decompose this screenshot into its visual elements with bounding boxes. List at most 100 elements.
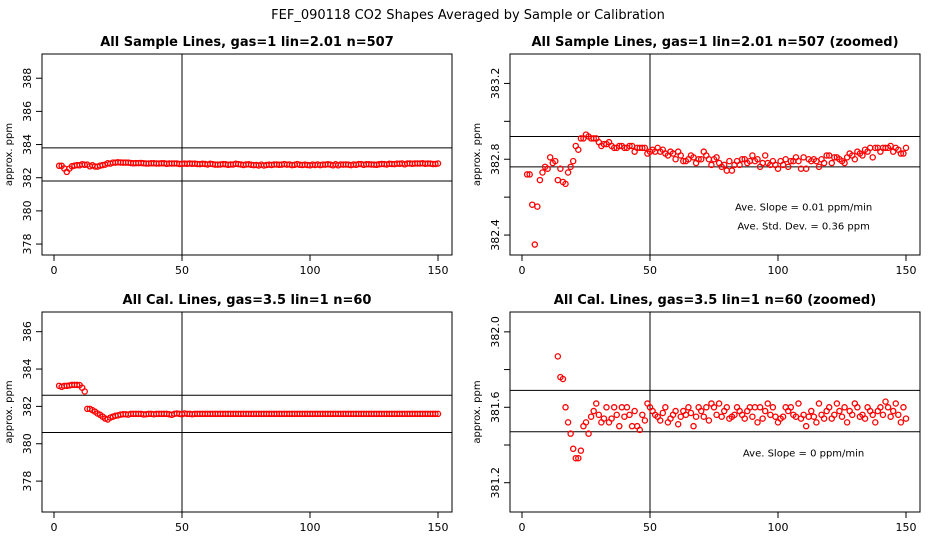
x-tick-label: 150 — [428, 521, 449, 534]
data-point — [528, 201, 536, 208]
data-point — [815, 163, 823, 171]
data-point — [723, 167, 731, 174]
data-point — [713, 154, 720, 161]
data-point — [738, 155, 746, 163]
panel-1: All Sample Lines, gas=1 lin=2.01 n=507 ap… — [4, 35, 453, 277]
data-point — [779, 413, 787, 420]
data-point — [695, 155, 702, 163]
data-point — [582, 419, 590, 426]
data-point — [546, 154, 554, 161]
data-point — [751, 404, 759, 411]
data-point — [567, 163, 574, 171]
x-tick-label: 0 — [51, 521, 58, 534]
data-point — [756, 404, 764, 411]
data-point — [636, 426, 644, 434]
x-tick-label: 0 — [519, 521, 526, 534]
data-point — [585, 430, 592, 437]
y-tick-label: 382.8 — [489, 143, 502, 175]
data-point — [73, 381, 81, 389]
data-point — [554, 176, 562, 184]
data-point — [787, 157, 795, 165]
data-point — [828, 159, 836, 167]
data-point — [838, 413, 846, 420]
data-point — [534, 203, 541, 210]
y-tick-label: 380 — [21, 433, 34, 454]
data-point — [544, 165, 551, 172]
data-point — [577, 447, 585, 454]
data-point — [564, 169, 572, 176]
x-tick-label: 50 — [175, 264, 189, 277]
data-point — [641, 144, 649, 152]
data-point — [562, 180, 569, 188]
data-point — [536, 176, 544, 184]
data-point — [754, 155, 761, 163]
x-tick-label: 150 — [428, 264, 449, 277]
data-point — [736, 161, 743, 169]
data-point — [659, 409, 667, 417]
data-point — [623, 404, 631, 411]
data-point — [715, 400, 723, 407]
data-point — [820, 415, 828, 422]
data-point — [902, 415, 910, 422]
y-tick-label: 383.2 — [489, 68, 502, 100]
y-tick-label: 382 — [21, 396, 34, 417]
data-point — [823, 152, 830, 159]
data-point — [656, 417, 664, 424]
data-point — [769, 404, 777, 411]
x-tick-label: 100 — [768, 521, 789, 534]
y-tick-label: 388 — [21, 68, 34, 89]
data-point — [741, 415, 748, 422]
data-point — [825, 404, 833, 411]
panel-title: All Sample Lines, gas=1 lin=2.01 n=507 — [100, 35, 394, 50]
data-point — [833, 400, 841, 407]
y-tick-label: 384 — [21, 134, 34, 155]
data-point — [564, 419, 572, 426]
y-tick-label: 382.4 — [489, 219, 502, 251]
data-point — [432, 410, 439, 418]
data-point — [608, 415, 615, 422]
data-point — [590, 407, 597, 415]
data-point — [539, 169, 546, 176]
data-point — [872, 144, 879, 152]
data-point — [616, 422, 623, 430]
data-point — [836, 407, 843, 415]
data-point — [869, 154, 876, 161]
y-axis-label: approx. ppm — [4, 123, 15, 186]
panel-4: All Cal. Lines, gas=3.5 lin=1 n=60 (zoom… — [472, 293, 921, 534]
data-point — [618, 404, 626, 411]
data-point — [787, 404, 795, 411]
data-point — [587, 413, 595, 420]
data-point — [677, 152, 684, 159]
data-point — [432, 160, 439, 168]
data-point — [700, 413, 708, 420]
data-point — [592, 400, 600, 407]
data-point — [562, 404, 569, 411]
y-tick-label: 381.2 — [489, 467, 502, 499]
data-point — [81, 388, 88, 395]
data-point — [685, 404, 692, 411]
x-tick-label: 0 — [519, 264, 526, 277]
data-point — [531, 241, 539, 248]
panels: All Sample Lines, gas=1 lin=2.01 n=507 ap… — [4, 35, 921, 534]
data-point — [728, 167, 736, 174]
data-point — [434, 160, 442, 167]
panel-title: All Cal. Lines, gas=3.5 lin=1 n=60 — [123, 293, 372, 308]
data-point — [662, 404, 669, 411]
data-point — [889, 407, 897, 415]
y-axis-label: approx. ppm — [472, 123, 483, 186]
data-point — [692, 413, 700, 420]
x-tick-label: 150 — [896, 521, 917, 534]
y-tick-label: 381.6 — [489, 392, 502, 424]
data-point — [595, 411, 603, 419]
plot-frame — [41, 311, 453, 513]
data-point — [55, 162, 63, 170]
data-point — [749, 413, 756, 420]
data-point — [628, 422, 636, 430]
data-point — [626, 411, 633, 419]
data-point — [613, 411, 620, 419]
x-tick-label: 150 — [896, 264, 917, 277]
data-point — [859, 152, 866, 159]
data-point — [672, 155, 679, 163]
data-point — [569, 157, 577, 165]
data-point — [820, 159, 828, 167]
